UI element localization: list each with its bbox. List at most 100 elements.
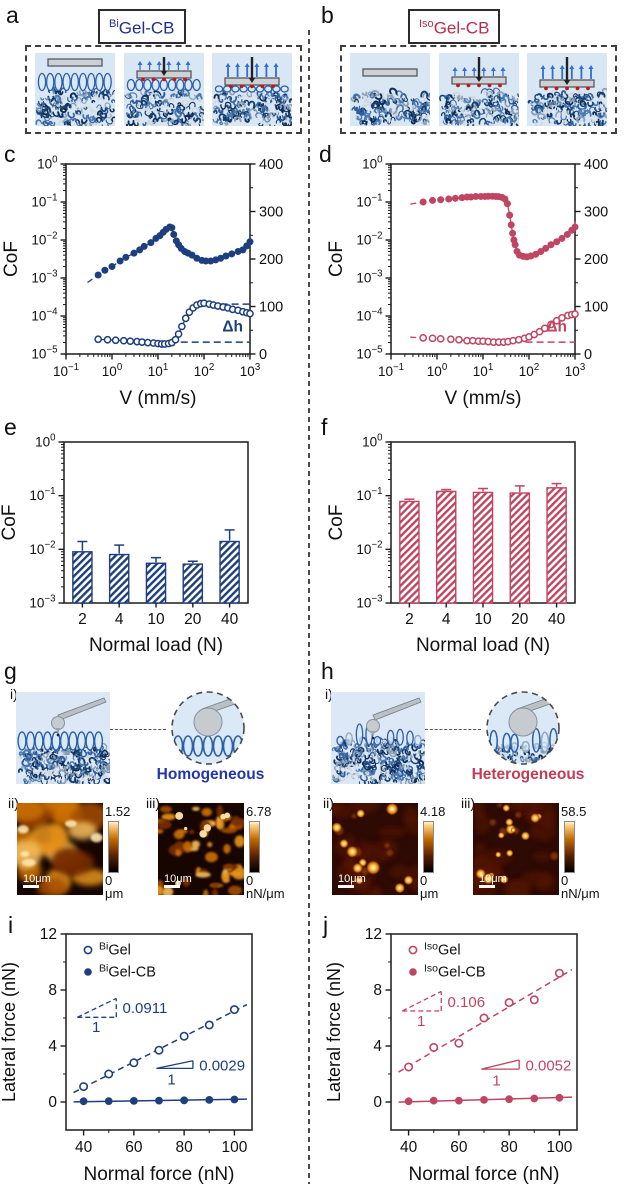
panel-b-schematic-stage1 [350,53,431,126]
colorbar-gradient [423,820,434,873]
panel-g-afm-schematic [16,692,110,784]
svg-text:60: 60 [125,1139,143,1156]
svg-text:10−1: 10−1 [378,362,404,379]
svg-text:10μm: 10μm [338,873,366,885]
svg-text:10−1: 10−1 [356,192,382,209]
panel-h-zoom-connector [425,729,481,730]
svg-text:BiGel-CB: BiGel-CB [99,963,156,981]
svg-text:Normal force (nN): Normal force (nN) [84,1164,235,1184]
panel-g-index-iii: iii) [146,795,160,811]
svg-text:0.106: 0.106 [448,994,486,1011]
svg-text:0.0029: 0.0029 [199,1058,245,1075]
svg-text:1: 1 [167,1072,175,1089]
svg-text:40: 40 [221,611,239,628]
svg-text:10μm: 10μm [23,873,51,885]
svg-text:10−1: 10−1 [29,486,55,503]
panel-label-d: d [319,141,332,167]
svg-text:CoF: CoF [326,505,347,541]
panel-h-topography-colorbar: 4.18 0 μm [420,805,468,901]
svg-text:CoF: CoF [0,505,20,541]
svg-text:100: 100 [362,432,383,449]
svg-text:200: 200 [584,252,608,268]
svg-text:40: 40 [75,1139,93,1156]
colorbar-min-label: 0 [561,872,569,888]
panel-a-title-main: Gel-CB [118,18,175,38]
colorbar-max-label: 6.78 [246,804,272,819]
column-divider [308,30,310,1184]
svg-text:0: 0 [48,1094,57,1111]
svg-text:10−1: 10−1 [31,192,57,209]
svg-text:80: 80 [176,1139,194,1156]
panel-label-e: e [4,414,17,440]
svg-text:103: 103 [240,362,260,379]
panel-h-afm-topography-image: 10μm [332,803,418,895]
svg-text:V (mm/s): V (mm/s) [119,388,196,408]
svg-text:0: 0 [259,347,267,363]
svg-text:10−1: 10−1 [356,486,382,503]
svg-text:10μm: 10μm [164,873,192,885]
panel-label-b: b [321,2,334,28]
panel-h-afm-stiffness-image: 10μm [473,803,559,895]
panel-h-index-i: i) [325,686,333,702]
colorbar-min-label: 0 [246,872,254,888]
svg-text:Normal load (N): Normal load (N) [89,635,223,656]
svg-text:10μm: 10μm [479,873,507,885]
svg-text:Δh: Δh [546,319,567,336]
svg-text:40: 40 [400,1139,418,1156]
panel-label-f: f [321,414,328,440]
panel-b-schematic-box [340,45,617,134]
svg-text:Normal load (N): Normal load (N) [416,635,550,656]
svg-text:1: 1 [417,1013,425,1030]
panel-h-index-ii: ii) [323,795,334,811]
panel-g-topography-colorbar: 1.52 0 μm [105,805,153,901]
svg-text:10−4: 10−4 [356,306,383,323]
svg-text:1: 1 [492,1072,500,1089]
panel-b-schematic-stage3 [526,53,607,126]
chart-lateral-force-isogel: 40 60 80 100 0 4 8 12 IsoGel IsoGel-CB 0.106 1 0.005… [324,926,578,1184]
colorbar-unit-label: μm [420,886,439,902]
panel-h-index-iii: iii) [461,795,475,811]
svg-text:4: 4 [48,1038,57,1055]
svg-text:1: 1 [92,1019,100,1036]
chart-cof-vs-load-isogel: 100 10−1 10−2 10−3 2 4 10 20 40 Normal load (N) Co… [326,432,576,656]
svg-text:Normal force (nN): Normal force (nN) [409,1164,560,1184]
panel-a-schematic-box [25,45,302,134]
svg-text:IsoGel-CB: IsoGel-CB [424,963,486,981]
svg-text:40: 40 [548,611,566,628]
panel-a-title: BiGel-CB [98,9,186,44]
panel-g-index-i: i) [10,686,18,702]
svg-text:CoF: CoF [326,241,347,277]
panel-a-schematic-stage2 [123,53,204,126]
colorbar-unit-label: μm [105,886,124,902]
chart-lateral-force-bigel: 40 60 80 100 0 4 8 12 BiGel BiGel-CB 0.0911 1 0.0029… [0,926,253,1184]
svg-text:100: 100 [584,300,608,316]
panel-label-j: j [323,912,329,938]
svg-text:12: 12 [40,926,57,943]
svg-text:Lateral force (nN): Lateral force (nN) [324,962,344,1102]
svg-text:10−5: 10−5 [31,344,57,361]
panel-a-title-sup: Bi [109,18,119,30]
svg-text:101: 101 [148,362,168,379]
svg-text:0: 0 [373,1094,382,1111]
panel-h-zoom-circle [486,691,560,765]
svg-text:101: 101 [473,362,493,379]
colorbar-gradient [564,820,575,873]
colorbar-gradient [249,820,260,873]
panel-h-zoom-label: Heterogeneous [471,766,585,783]
svg-text:IsoGel: IsoGel [424,941,461,959]
svg-text:10−4: 10−4 [31,306,58,323]
panel-a-schematic-stage1 [35,53,116,126]
panel-a-schematic-stage3 [211,53,292,126]
panel-b-title-main: Gel-CB [433,18,490,38]
panel-g-zoom-label: Homogeneous [156,766,265,783]
svg-text:10−3: 10−3 [356,593,382,610]
colorbar-unit-label: nN/μm [561,886,600,902]
colorbar-unit-label: nN/μm [246,886,285,902]
svg-text:102: 102 [194,362,214,379]
svg-text:Lateral force (nN): Lateral force (nN) [0,962,19,1102]
svg-text:60: 60 [450,1139,468,1156]
svg-text:10−3: 10−3 [356,268,382,285]
panel-b-schematic-stage2 [438,53,519,126]
svg-text:10−1: 10−1 [53,362,79,379]
svg-text:10−3: 10−3 [29,593,55,610]
